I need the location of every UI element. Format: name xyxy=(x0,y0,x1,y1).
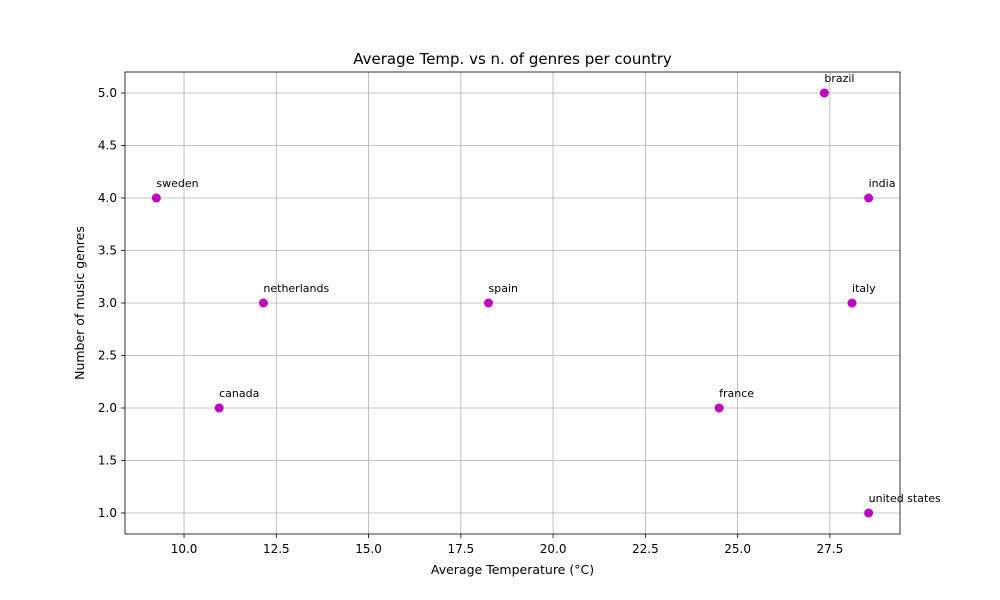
x-tick-label: 20.0 xyxy=(540,542,567,556)
y-tick-label: 1.5 xyxy=(98,454,117,468)
data-point-spain xyxy=(484,298,494,308)
data-point-india xyxy=(864,193,874,203)
point-label: brazil xyxy=(824,72,854,85)
data-point-canada xyxy=(214,403,224,413)
y-tick-label: 1.0 xyxy=(98,506,117,520)
point-label: united states xyxy=(869,492,941,505)
grid xyxy=(125,72,900,534)
point-labels: sweden canada netherlands spain france brazil… xyxy=(156,72,941,505)
data-points xyxy=(151,88,874,518)
y-tick-label: 3.0 xyxy=(98,296,117,310)
point-label: canada xyxy=(219,387,259,400)
data-point-france xyxy=(714,403,724,413)
point-label: sweden xyxy=(156,177,198,190)
x-tick-label: 25.0 xyxy=(724,542,751,556)
point-label: france xyxy=(719,387,754,400)
y-tick-label: 2.5 xyxy=(98,349,117,363)
y-tick-label: 4.0 xyxy=(98,191,117,205)
x-tick-label: 17.5 xyxy=(447,542,474,556)
y-tick-label: 5.0 xyxy=(98,86,117,100)
x-tick-label: 22.5 xyxy=(632,542,659,556)
data-point-italy xyxy=(847,298,857,308)
y-axis-label: Number of music genres xyxy=(72,226,87,380)
x-tick-label: 12.5 xyxy=(263,542,290,556)
x-tick-label: 10.0 xyxy=(171,542,198,556)
point-label: spain xyxy=(489,282,519,295)
data-point-united-states xyxy=(864,508,874,518)
point-label: netherlands xyxy=(263,282,329,295)
data-point-brazil xyxy=(819,88,829,98)
data-point-sweden xyxy=(151,193,161,203)
chart-title: Average Temp. vs n. of genres per countr… xyxy=(353,50,672,68)
point-label: italy xyxy=(852,282,876,295)
y-axis-ticks: 1.0 1.5 2.0 2.5 3.0 3.5 4.0 4.5 5.0 xyxy=(98,86,125,520)
y-tick-label: 3.5 xyxy=(98,244,117,258)
y-tick-label: 4.5 xyxy=(98,139,117,153)
data-point-netherlands xyxy=(258,298,268,308)
x-tick-label: 15.0 xyxy=(355,542,382,556)
x-axis-label: Average Temperature (°C) xyxy=(431,562,594,577)
x-tick-label: 27.5 xyxy=(817,542,844,556)
y-tick-label: 2.0 xyxy=(98,401,117,415)
x-axis-ticks: 10.0 12.5 15.0 17.5 20.0 22.5 25.0 27.5 xyxy=(171,534,844,556)
point-label: india xyxy=(869,177,896,190)
